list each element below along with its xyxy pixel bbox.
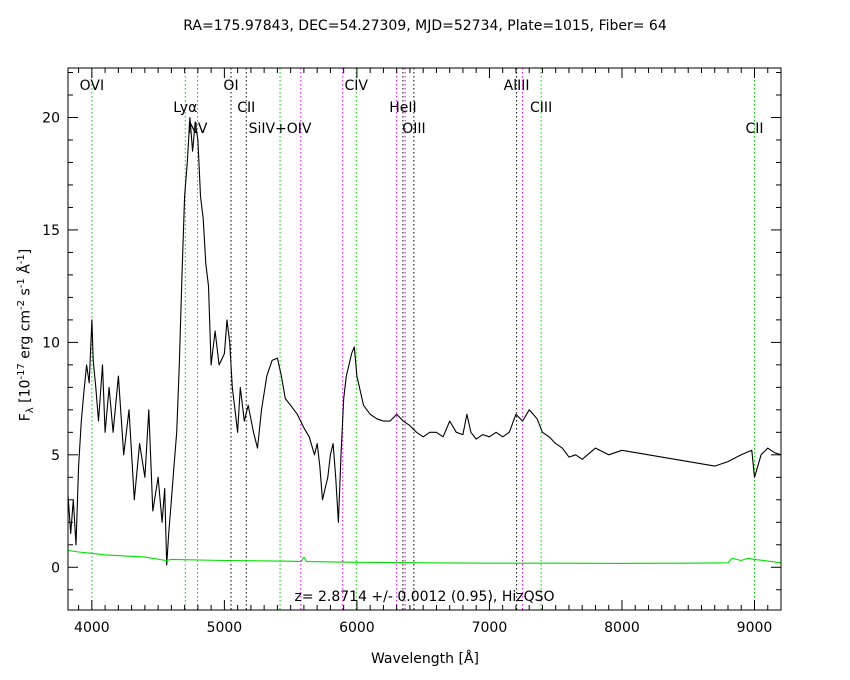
- flux-series-line: [67, 116, 782, 566]
- line-label-13: AlIII: [504, 78, 530, 94]
- y-tick-label-2: 10: [42, 335, 60, 351]
- x-tick-label-5: 9000: [737, 620, 773, 636]
- line-label-12: OIII: [402, 121, 425, 137]
- x-tick-label-4: 8000: [604, 620, 640, 636]
- y-tick-label-4: 20: [42, 110, 60, 126]
- line-label-1: Lyα: [173, 100, 197, 116]
- y-tick-label-3: 15: [42, 223, 60, 239]
- x-tick-label-2: 6000: [339, 620, 375, 636]
- redshift-annotation: z= 2.8714 +/- 0.0012 (0.95), HizQSO: [294, 589, 555, 605]
- line-label-10: HeII: [389, 100, 416, 116]
- line-label-15: CIII: [530, 100, 552, 116]
- line-label-8: CIV: [345, 78, 369, 94]
- line-label-16: CII: [745, 121, 763, 137]
- line-label-2: NV: [187, 121, 207, 137]
- x-tick-label-0: 4000: [74, 620, 110, 636]
- y-tick-label-0: 0: [51, 560, 60, 576]
- line-label-5: SiIV+OIV: [249, 121, 312, 137]
- line-label-0: OVI: [80, 78, 104, 94]
- line-markers: OVILyαNVOICIISiIV+OIVCIVHeIIOIIIAlIIICII…: [80, 68, 764, 610]
- plot-frame: [67, 67, 782, 611]
- x-tick-label-3: 7000: [472, 620, 508, 636]
- chart-title: RA=175.97843, DEC=54.27309, MJD=52734, P…: [183, 18, 667, 34]
- line-label-4: CII: [237, 100, 255, 116]
- axis-ticks: 4000 5000 6000 7000 8000 9000 0 5 10 15 20: [42, 68, 782, 636]
- x-tick-label-1: 5000: [207, 620, 243, 636]
- line-label-3: OI: [223, 78, 238, 94]
- y-tick-label-1: 5: [51, 448, 60, 464]
- spectrum-series: [67, 116, 782, 566]
- x-axis-label: Wavelength [Å]: [370, 651, 479, 667]
- error-series-line: [67, 549, 782, 564]
